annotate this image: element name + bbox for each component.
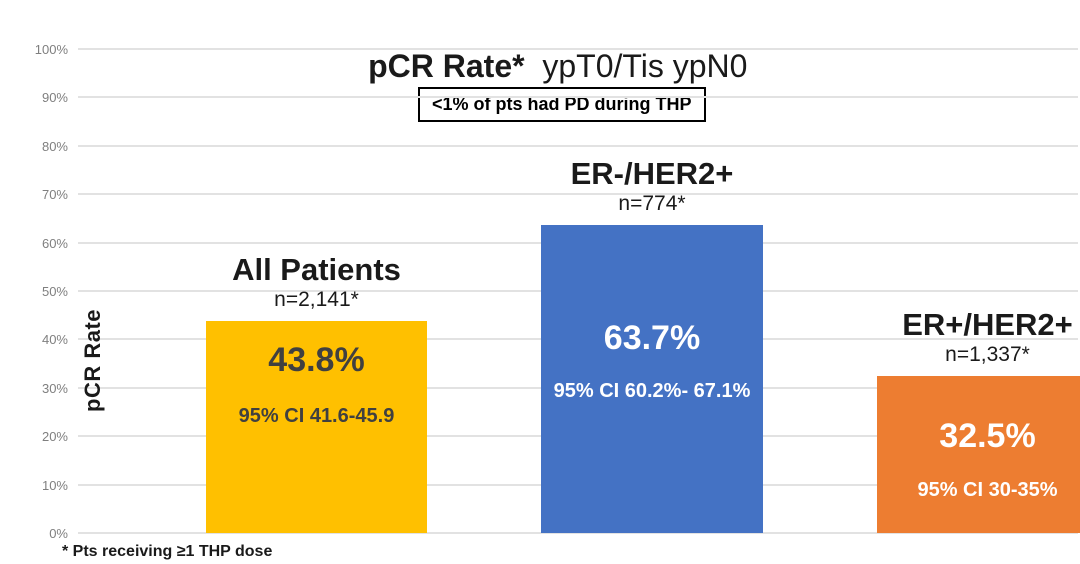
y-tick-label: 60%	[41, 235, 68, 251]
y-tick-label: 70%	[41, 187, 68, 203]
bar-group-all-patients: All Patients n=2,141* 43.8% 95% CI 41.6-…	[206, 49, 427, 533]
bar-ci-label: 95% CI 41.6-45.9	[238, 405, 395, 428]
y-tick-label: 50%	[41, 284, 68, 299]
y-tick-label: 90%	[41, 90, 68, 106]
y-tick-label: 40%	[41, 332, 68, 348]
bar-header: All Patients n=2,141*	[176, 253, 457, 313]
chart-title-bold: pCR Rate*	[368, 48, 525, 84]
sample-size-label: n=774*	[618, 191, 686, 215]
category-label: ER+/HER2+	[902, 306, 1073, 342]
y-tick-label: 10%	[41, 477, 68, 493]
footnote: * Pts receiving ≥1 THP dose	[62, 543, 273, 560]
bar-group-er-neg-her2-pos: ER-/HER2+ n=774* 63.7% 95% CI 60.2%- 67.…	[541, 49, 763, 533]
bar-header: ER-/HER2+ n=774*	[511, 155, 793, 217]
bar-ci-label: 95% CI 30-35%	[917, 478, 1058, 501]
chart-title: pCR Rate* ypT0/Tis ypN0	[0, 6, 1080, 126]
y-tick-label: 20%	[41, 429, 68, 445]
bar-value-label: 32.5%	[939, 416, 1036, 455]
gridline	[78, 532, 1078, 534]
category-label: ER-/HER2+	[570, 155, 734, 191]
bar-value-label: 63.7%	[603, 318, 701, 357]
y-tick-label: 100%	[34, 42, 68, 57]
sample-size-label: n=2,141*	[274, 288, 359, 312]
y-tick-label: 0%	[49, 526, 68, 541]
y-axis-title: pCR Rate	[80, 308, 105, 412]
chart-title-subtitle: ypT0/Tis ypN0	[524, 48, 748, 84]
annotation-box: <1% of pts had PD during THP	[418, 87, 706, 122]
gridline	[78, 193, 1078, 196]
bar-ci-label: 95% CI 60.2%- 67.1%	[553, 379, 751, 402]
y-tick-label: 30%	[41, 380, 68, 396]
gridline	[78, 96, 1078, 99]
bar-er-pos-her2-pos: 32.5% 95% CI 30-35%	[877, 375, 1080, 533]
bar-value-label: 43.8%	[268, 341, 365, 380]
category-label: All Patients	[232, 252, 401, 288]
sample-size-label: n=1,337*	[945, 342, 1030, 366]
bar-all-patients: 43.8% 95% CI 41.6-45.9	[206, 321, 427, 533]
gridline	[78, 144, 1078, 147]
bar-group-er-pos-her2-pos: ER+/HER2+ n=1,337* 32.5% 95% CI 30-35%	[877, 49, 1080, 533]
y-tick-label: 80%	[41, 138, 68, 154]
plot-area: 0% 10% 20% 30% 40% 50% 60% 70% 80% 90% 100% pCR Ra…	[35, 42, 1080, 541]
bar-er-neg-her2-pos: 63.7% 95% CI 60.2%- 67.1%	[541, 224, 763, 533]
bar-header: ER+/HER2+ n=1,337*	[847, 306, 1080, 368]
gridline	[78, 48, 1078, 50]
